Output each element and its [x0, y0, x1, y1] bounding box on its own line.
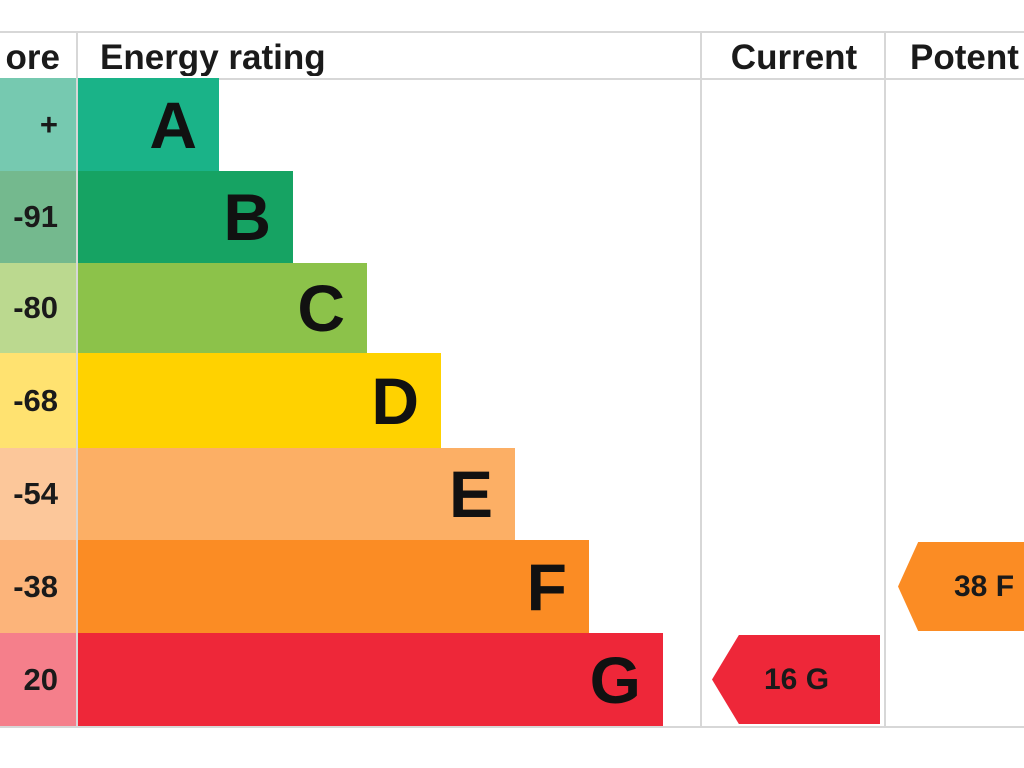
column-divider-current	[884, 31, 886, 728]
potential-rating-label: 38 F	[954, 569, 1015, 603]
rating-band-a: A	[78, 78, 219, 171]
current-rating-label: 16 G	[764, 662, 830, 696]
rating-band-e: E	[78, 448, 515, 540]
potential-rating-arrow: 38 F	[898, 542, 1024, 631]
score-column-header: ore	[5, 38, 60, 76]
rating-band-f: F	[78, 540, 589, 633]
score-range-b: -91	[0, 171, 76, 263]
rating-band-d: D	[78, 353, 441, 448]
table-top-border	[0, 31, 1024, 33]
energy-rating-column-header: Energy rating	[100, 38, 326, 76]
score-range-f: -38	[0, 540, 76, 633]
column-divider-score	[76, 31, 78, 728]
rating-band-g: G	[78, 633, 663, 726]
potential-column-header: Potent	[910, 38, 1019, 76]
rating-band-b: B	[78, 171, 293, 263]
rating-band-c: C	[78, 263, 367, 353]
score-range-e: -54	[0, 448, 76, 540]
column-divider-rating	[700, 31, 702, 728]
current-column-header: Current	[730, 38, 858, 76]
table-bottom-border	[0, 726, 1024, 728]
score-range-d: -68	[0, 353, 76, 448]
score-range-g: 20	[0, 633, 76, 726]
score-range-c: -80	[0, 263, 76, 353]
header-bottom-border	[0, 78, 1024, 80]
score-range-a: +	[0, 78, 76, 171]
current-rating-arrow: 16 G	[712, 635, 880, 724]
